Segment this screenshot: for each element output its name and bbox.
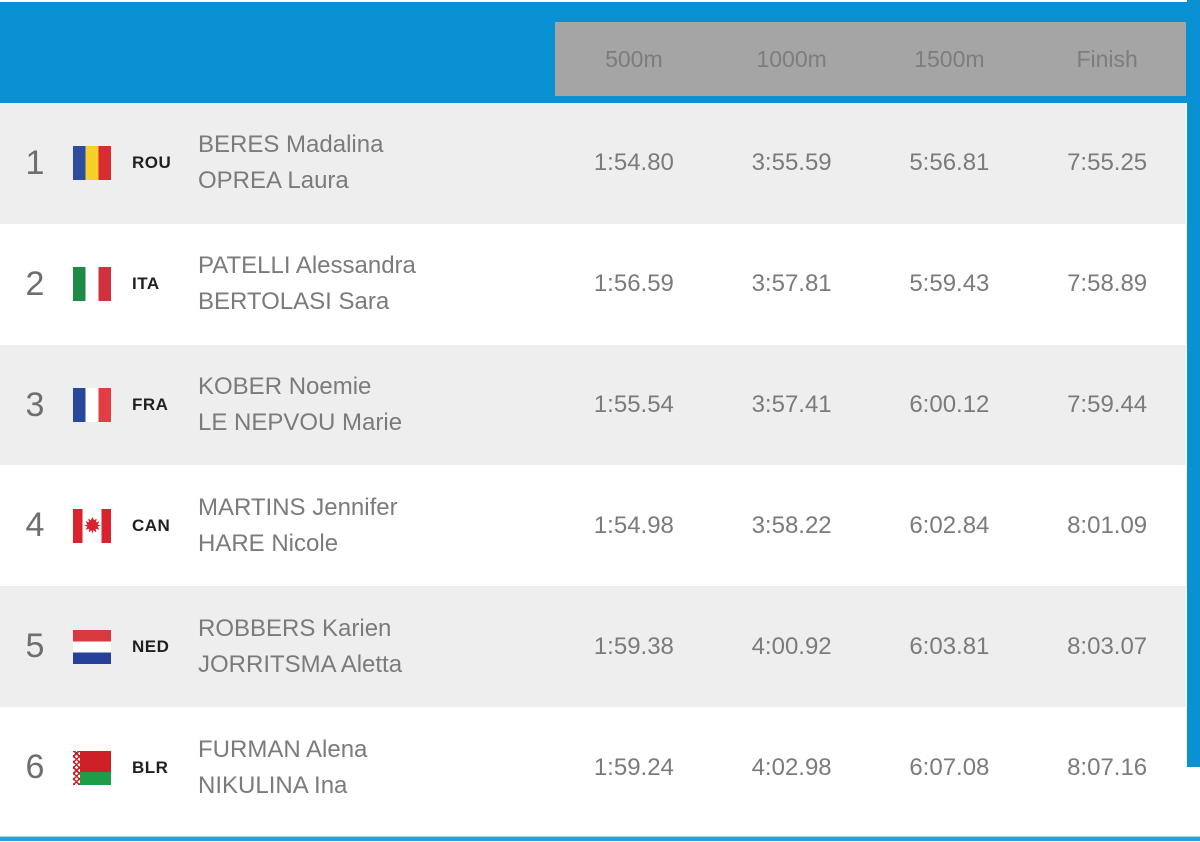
romania-flag bbox=[73, 146, 111, 181]
table-row: 2 ITA PATELLI Alessandra BERTOLASI Sara … bbox=[0, 223, 1186, 345]
athlete-name: KOBER Noemie bbox=[198, 373, 372, 401]
country-code: ROU bbox=[132, 153, 172, 173]
athlete-name: BERTOLASI Sara bbox=[198, 288, 390, 316]
table-row: 5 NED ROBBERS Karien JORRITSMA Aletta 1:… bbox=[0, 586, 1186, 708]
athlete-name: NIKULINA Ina bbox=[198, 771, 348, 799]
country-code: FRA bbox=[132, 395, 169, 415]
column-header-1000m: 1000m bbox=[756, 45, 827, 72]
split-time: 7:59.44 bbox=[1067, 391, 1148, 419]
column-header-500m: 500m bbox=[605, 45, 663, 72]
belarus-flag bbox=[73, 750, 111, 785]
rank: 1 bbox=[25, 143, 45, 182]
table-row: 1 ROU BERES Madalina OPREA Laura 1:54.80… bbox=[0, 103, 1186, 224]
table-row: 4 CAN MARTINS Jennifer HARE Nicole 1:54.… bbox=[0, 465, 1186, 587]
france-flag bbox=[73, 388, 111, 423]
split-time: 1:54.98 bbox=[593, 511, 674, 539]
split-time: 3:57.81 bbox=[751, 270, 832, 298]
country-code: CAN bbox=[132, 515, 171, 535]
split-time: 3:57.41 bbox=[751, 391, 832, 419]
split-times: 1:59.38 4:00.92 6:03.81 8:03.07 bbox=[555, 633, 1186, 661]
crew-names: MARTINS Jennifer HARE Nicole bbox=[198, 490, 555, 562]
athlete-name: ROBBERS Karien bbox=[198, 614, 392, 642]
split-time: 6:03.81 bbox=[909, 632, 990, 660]
split-time: 5:56.81 bbox=[909, 149, 990, 177]
split-time: 7:58.89 bbox=[1067, 270, 1148, 298]
split-time: 6:07.08 bbox=[909, 753, 990, 781]
split-time: 1:59.24 bbox=[593, 753, 674, 781]
country-code: ITA bbox=[132, 274, 160, 294]
netherlands-flag bbox=[73, 629, 111, 664]
crew-names: FURMAN Alena NIKULINA Ina bbox=[198, 732, 555, 804]
italy-flag bbox=[73, 267, 111, 302]
column-header-1500m: 1500m bbox=[914, 45, 985, 72]
country-code: NED bbox=[132, 636, 170, 656]
crew-names: KOBER Noemie LE NEPVOU Marie bbox=[198, 369, 555, 441]
split-time: 1:56.59 bbox=[593, 270, 674, 298]
athlete-name: OPREA Laura bbox=[198, 167, 349, 195]
split-times: 1:54.80 3:55.59 5:56.81 7:55.25 bbox=[555, 149, 1186, 177]
crew-names: ROBBERS Karien JORRITSMA Aletta bbox=[198, 611, 555, 683]
split-times: 1:56.59 3:57.81 5:59.43 7:58.89 bbox=[555, 270, 1186, 298]
country-code: BLR bbox=[132, 757, 169, 777]
split-time: 6:00.12 bbox=[909, 391, 990, 419]
split-time: 1:54.80 bbox=[593, 149, 674, 177]
table-row: 3 FRA KOBER Noemie LE NEPVOU Marie 1:55.… bbox=[0, 344, 1186, 466]
split-time: 5:59.43 bbox=[909, 270, 990, 298]
split-times: 1:55.54 3:57.41 6:00.12 7:59.44 bbox=[555, 391, 1186, 419]
athlete-name: LE NEPVOU Marie bbox=[198, 409, 403, 437]
split-time: 4:02.98 bbox=[751, 753, 832, 781]
rank: 3 bbox=[25, 385, 45, 424]
athlete-name: HARE Nicole bbox=[198, 529, 339, 557]
rank: 2 bbox=[25, 264, 45, 303]
split-time: 8:01.09 bbox=[1067, 511, 1148, 539]
canada-flag bbox=[73, 508, 111, 543]
split-time: 1:59.38 bbox=[593, 632, 674, 660]
split-time: 3:58.22 bbox=[751, 511, 832, 539]
split-time: 8:03.07 bbox=[1067, 632, 1148, 660]
split-time: 8:07.16 bbox=[1067, 753, 1148, 781]
athlete-name: FURMAN Alena bbox=[198, 735, 368, 763]
split-times: 1:54.98 3:58.22 6:02.84 8:01.09 bbox=[555, 512, 1186, 540]
split-time: 7:55.25 bbox=[1067, 149, 1148, 177]
athlete-name: PATELLI Alessandra bbox=[198, 252, 416, 280]
table-row: 6 BLR FURMAN Alena NIKULINA Ina 1:59.24 … bbox=[0, 707, 1186, 828]
split-header: 500m 1000m 1500m Finish bbox=[555, 22, 1186, 96]
bottom-accent-line bbox=[0, 836, 1200, 841]
athlete-name: MARTINS Jennifer bbox=[198, 493, 398, 521]
athlete-name: JORRITSMA Aletta bbox=[198, 650, 403, 678]
split-time: 4:00.92 bbox=[751, 632, 832, 660]
athlete-name: BERES Madalina bbox=[198, 131, 384, 159]
split-time: 1:55.54 bbox=[593, 391, 674, 419]
right-accent-bar bbox=[1187, 0, 1200, 767]
crew-names: PATELLI Alessandra BERTOLASI Sara bbox=[198, 248, 555, 320]
rank: 5 bbox=[25, 627, 45, 666]
crew-names: BERES Madalina OPREA Laura bbox=[198, 127, 555, 199]
split-times: 1:59.24 4:02.98 6:07.08 8:07.16 bbox=[555, 754, 1186, 782]
maple-leaf-icon bbox=[83, 517, 101, 535]
rank: 6 bbox=[25, 748, 45, 787]
column-header-finish: Finish bbox=[1076, 45, 1138, 72]
results-rows: 1 ROU BERES Madalina OPREA Laura 1:54.80… bbox=[0, 103, 1186, 828]
rank: 4 bbox=[25, 506, 45, 545]
split-time: 6:02.84 bbox=[909, 511, 990, 539]
split-time: 3:55.59 bbox=[751, 149, 832, 177]
